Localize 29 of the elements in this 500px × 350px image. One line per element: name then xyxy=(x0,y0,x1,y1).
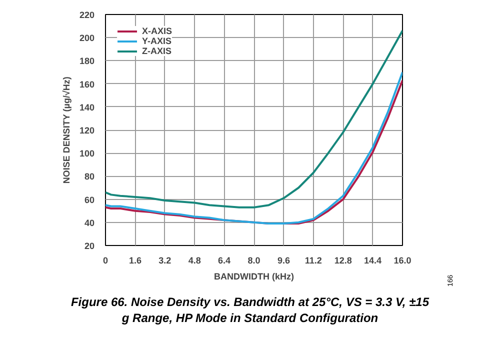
y-tick-label: 120 xyxy=(79,126,95,136)
y-tick-label: 140 xyxy=(79,102,95,112)
y-tick-label: 40 xyxy=(84,218,95,228)
x-tick-label: 4.8 xyxy=(188,256,201,266)
x-tick-label: 1.6 xyxy=(128,256,142,266)
y-tick-label: 200 xyxy=(79,33,95,44)
y-tick-label: 220 xyxy=(79,10,95,20)
y-tick-label: 80 xyxy=(84,172,95,182)
x-tick-label: 0 xyxy=(102,256,108,266)
x-tick-label: 12.8 xyxy=(334,256,352,266)
legend-label: Z-AXIS xyxy=(142,46,172,56)
y-tick-label: 20 xyxy=(84,241,95,251)
x-tick-label: 3.2 xyxy=(158,256,172,266)
line-series xyxy=(106,30,402,208)
y-axis-title: NOISE DENSITY (µg/√Hz) xyxy=(61,76,72,184)
legend-label: X-AXIS xyxy=(142,26,172,36)
caption: Figure 66. Noise Density vs. Bandwidth at 25°C, VS = 3.3 V, ±15 g Range, HP Mode in Standard Configuration xyxy=(70,295,430,326)
x-tick-label: 6.4 xyxy=(218,256,231,266)
y-tick-label: 100 xyxy=(79,148,95,159)
x-tick-label: 11.2 xyxy=(304,256,322,266)
x-axis-title: BANDWIDTH (kHz) xyxy=(214,272,294,282)
y-tick-label: 60 xyxy=(84,194,95,205)
x-tick-label: 14.4 xyxy=(364,256,382,266)
legend-label: Y-AXIS xyxy=(142,36,172,46)
x-tick-label: 8.0 xyxy=(248,256,260,266)
y-tick-label: 180 xyxy=(79,56,95,66)
x-tick-label: 16.0 xyxy=(394,256,412,266)
y-tick-label: 160 xyxy=(79,79,95,90)
x-tick-label: 9.6 xyxy=(277,256,290,266)
